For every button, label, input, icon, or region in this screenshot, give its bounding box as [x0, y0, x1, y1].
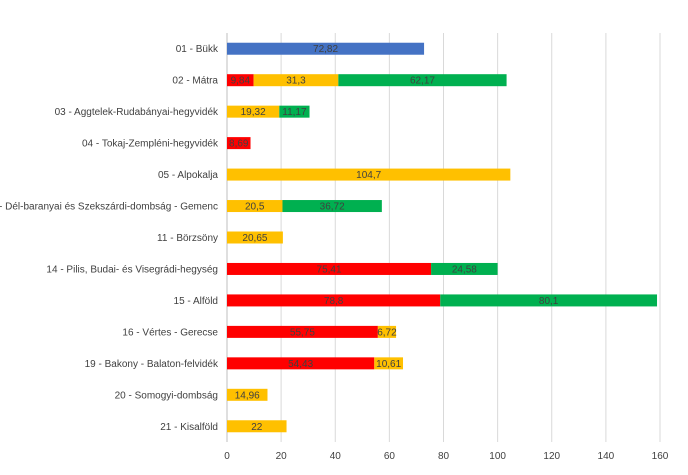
data-label: 78,8 — [324, 296, 344, 307]
bar-segment — [227, 388, 268, 401]
category-label: 20 - Somogyi-dombság — [115, 390, 218, 401]
bar-segment — [227, 231, 283, 244]
category-label: 08 - Dél-baranyai és Szekszárdi-dombság … — [0, 202, 218, 213]
bar-segment — [227, 105, 280, 118]
data-label: 10,61 — [376, 359, 401, 370]
bar-segment — [440, 294, 658, 307]
bar-segment — [227, 74, 254, 87]
x-tick-label: 140 — [598, 451, 615, 462]
bar-segment — [227, 168, 511, 181]
bar-segment — [227, 325, 378, 338]
category-label: 02 - Mátra — [172, 76, 218, 87]
x-tick-label: 100 — [489, 451, 506, 462]
data-label: 24,58 — [452, 264, 477, 275]
category-label: 19 - Bakony - Balaton-felvidék — [85, 359, 219, 370]
category-label: 11 - Börzsöny — [157, 233, 218, 244]
data-label: 22 — [251, 422, 263, 433]
data-label: 20,5 — [245, 202, 265, 213]
data-label: 19,32 — [241, 107, 266, 118]
data-label: 11,17 — [282, 107, 307, 118]
data-label: 20,65 — [242, 233, 267, 244]
x-tick-label: 20 — [276, 451, 288, 462]
bar-segment — [279, 105, 310, 118]
bar-segment — [374, 357, 404, 370]
x-tick-label: 80 — [438, 451, 450, 462]
data-label: 104,7 — [356, 170, 381, 181]
data-label: 72,82 — [313, 44, 338, 55]
x-tick-label: 0 — [224, 451, 230, 462]
bar-segment — [431, 262, 498, 275]
data-label: 31,3 — [286, 76, 306, 87]
category-label: 15 - Alföld — [174, 296, 218, 307]
category-label: 03 - Aggtelek-Rudabányai-hegyvidék — [55, 107, 219, 118]
x-tick-label: 60 — [384, 451, 396, 462]
category-label: 16 - Vértes - Gerecse — [122, 327, 218, 338]
bar-segment — [227, 357, 375, 370]
data-label: 9,84 — [231, 76, 251, 87]
bar-segment — [227, 137, 251, 150]
bar-segment — [338, 74, 507, 87]
bar-segment — [227, 200, 283, 213]
data-label: 14,96 — [235, 390, 260, 401]
data-label: 54,43 — [288, 359, 313, 370]
bar-segment — [227, 42, 425, 55]
bar-segment — [227, 294, 441, 307]
category-label: 14 - Pilis, Budai- és Visegrádi-hegység — [46, 264, 218, 275]
data-label: 55,75 — [290, 327, 315, 338]
data-label: 6,72 — [377, 327, 397, 338]
data-label: 75,41 — [317, 264, 342, 275]
data-label: 36,72 — [320, 202, 345, 213]
data-label: 62,17 — [410, 76, 435, 87]
category-label: 21 - Kisalföld — [160, 422, 218, 433]
bar-segment — [377, 325, 397, 338]
bar-segment — [282, 200, 382, 213]
x-tick-label: 120 — [543, 451, 560, 462]
bar-segment — [227, 420, 287, 433]
bar-segment — [227, 262, 432, 275]
category-label: 04 - Tokaj-Zempléni-hegyvidék — [82, 139, 219, 150]
bar-segment — [253, 74, 339, 87]
category-label: 05 - Alpokalja — [158, 170, 218, 181]
category-label: 01 - Bükk — [176, 44, 219, 55]
x-tick-label: 160 — [652, 451, 669, 462]
data-label: 80,1 — [539, 296, 559, 307]
data-label: 8,69 — [229, 139, 249, 150]
x-tick-label: 40 — [330, 451, 342, 462]
